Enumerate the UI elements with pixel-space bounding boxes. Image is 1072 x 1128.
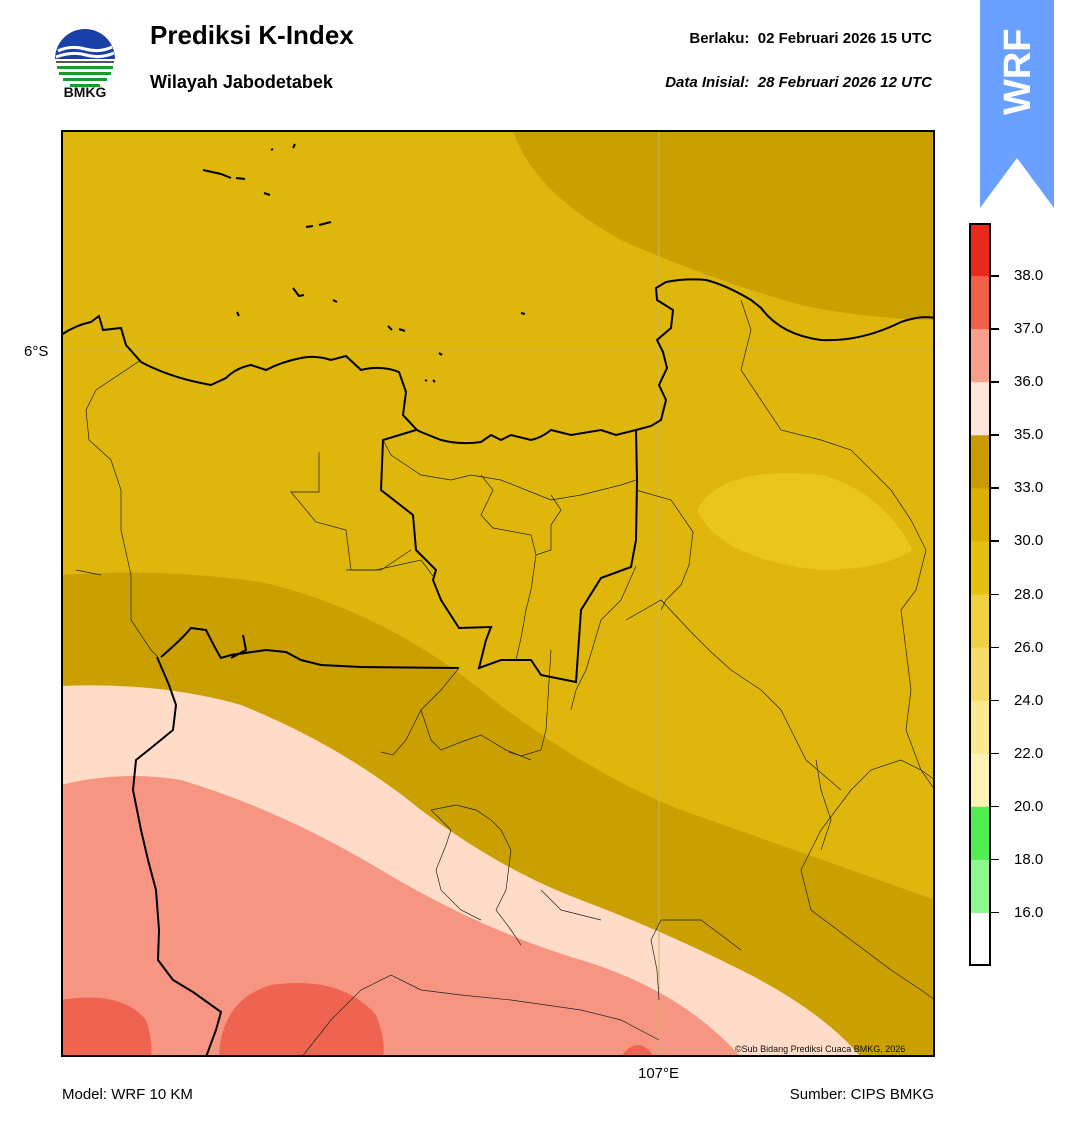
colorbar-tick [991,646,999,649]
colorbar-label: 26.0 [1014,638,1044,656]
valid-value: 02 Februari 2026 15 UTC [757,30,932,47]
colorbar-segment [969,541,991,595]
wrf-badge: WRF [980,0,1054,208]
k-index-colorbar [969,223,991,966]
zone-k-30-33-north [513,130,935,320]
colorbar-segment [969,223,991,277]
zone-k-26-28 [697,473,913,570]
logo-text: BMKG [63,84,107,100]
regency-boundaries [75,299,935,1057]
colorbar-label: 20.0 [1014,797,1044,815]
init-label: Data Inisial: [665,74,750,91]
colorbar-segment [969,276,991,330]
model-label: Model: WRF 10 KM [62,1086,193,1103]
colorbar-tick [991,805,999,808]
province-boundaries [131,429,639,1057]
colorbar-tick [991,275,999,277]
colorbar-border [969,223,991,966]
colorbar-tick [991,540,999,542]
bmkg-logo [55,29,115,89]
coastline [61,278,935,445]
colorbar-segment [969,806,991,861]
colorbar-tick [991,328,999,330]
colorbar-tick [991,858,999,861]
colorbar-segment [969,329,991,383]
map-subtitle: Wilayah Jabodetabek [150,72,333,92]
colorbar-tick [991,752,999,755]
colorbar-label: 16.0 [1014,903,1044,921]
colorbar-segment [969,753,991,808]
thousand-islands [202,143,526,383]
colorbar-segment [969,700,991,755]
colorbar-tick [991,911,999,914]
colorbar-label: 18.0 [1014,850,1044,868]
init-value: 28 Februari 2026 12 UTC [757,74,932,91]
colorbar-label: 35.0 [1014,426,1044,444]
colorbar-segment [969,594,991,649]
zone-k-37-38-east [621,1045,653,1057]
colorbar-label: 30.0 [1014,532,1044,550]
colorbar-label: 28.0 [1014,585,1044,603]
zone-k-36-37 [61,776,741,1057]
colorbar-segment [969,912,991,966]
wrf-badge-text: WRF [997,28,1039,115]
colorbar-tick [991,434,999,436]
zone-k-37-38-west [61,997,152,1057]
colorbar-label: 33.0 [1014,479,1044,497]
colorbar-label: 36.0 [1014,373,1044,391]
colorbar-segment [969,647,991,702]
colorbar-tick [991,487,999,489]
colorbar-label: 22.0 [1014,744,1044,762]
map-copyright: ©Sub Bidang Prediksi Cuaca BMKG, 2026 [735,1044,905,1054]
map-border [61,130,935,1057]
colorbar-label: 38.0 [1014,267,1044,285]
longitude-label: 107°E [638,1065,680,1082]
map-title: Prediksi K-Index [150,20,354,50]
colorbar-tick [991,593,999,595]
latitude-label: 6°S [24,343,49,360]
colorbar-tick [991,699,999,702]
colorbar-segment [969,435,991,489]
colorbar-segment [969,859,991,914]
colorbar-tick [991,381,999,383]
k-index-map: ©Sub Bidang Prediksi Cuaca BMKG, 2026 [61,130,935,1057]
colorbar-segment [969,382,991,436]
valid-time: Berlaku: 02 Februari 2026 15 UTC [689,30,932,47]
zone-k-37-38-center [219,983,384,1057]
colorbar-label: 24.0 [1014,691,1044,709]
colorbar-segment [969,488,991,542]
source-label: Sumber: CIPS BMKG [789,1086,934,1103]
init-time: Data Inisial: 28 Februari 2026 12 UTC [665,74,932,91]
colorbar-label: 37.0 [1014,320,1044,338]
valid-label: Berlaku: [689,30,750,47]
